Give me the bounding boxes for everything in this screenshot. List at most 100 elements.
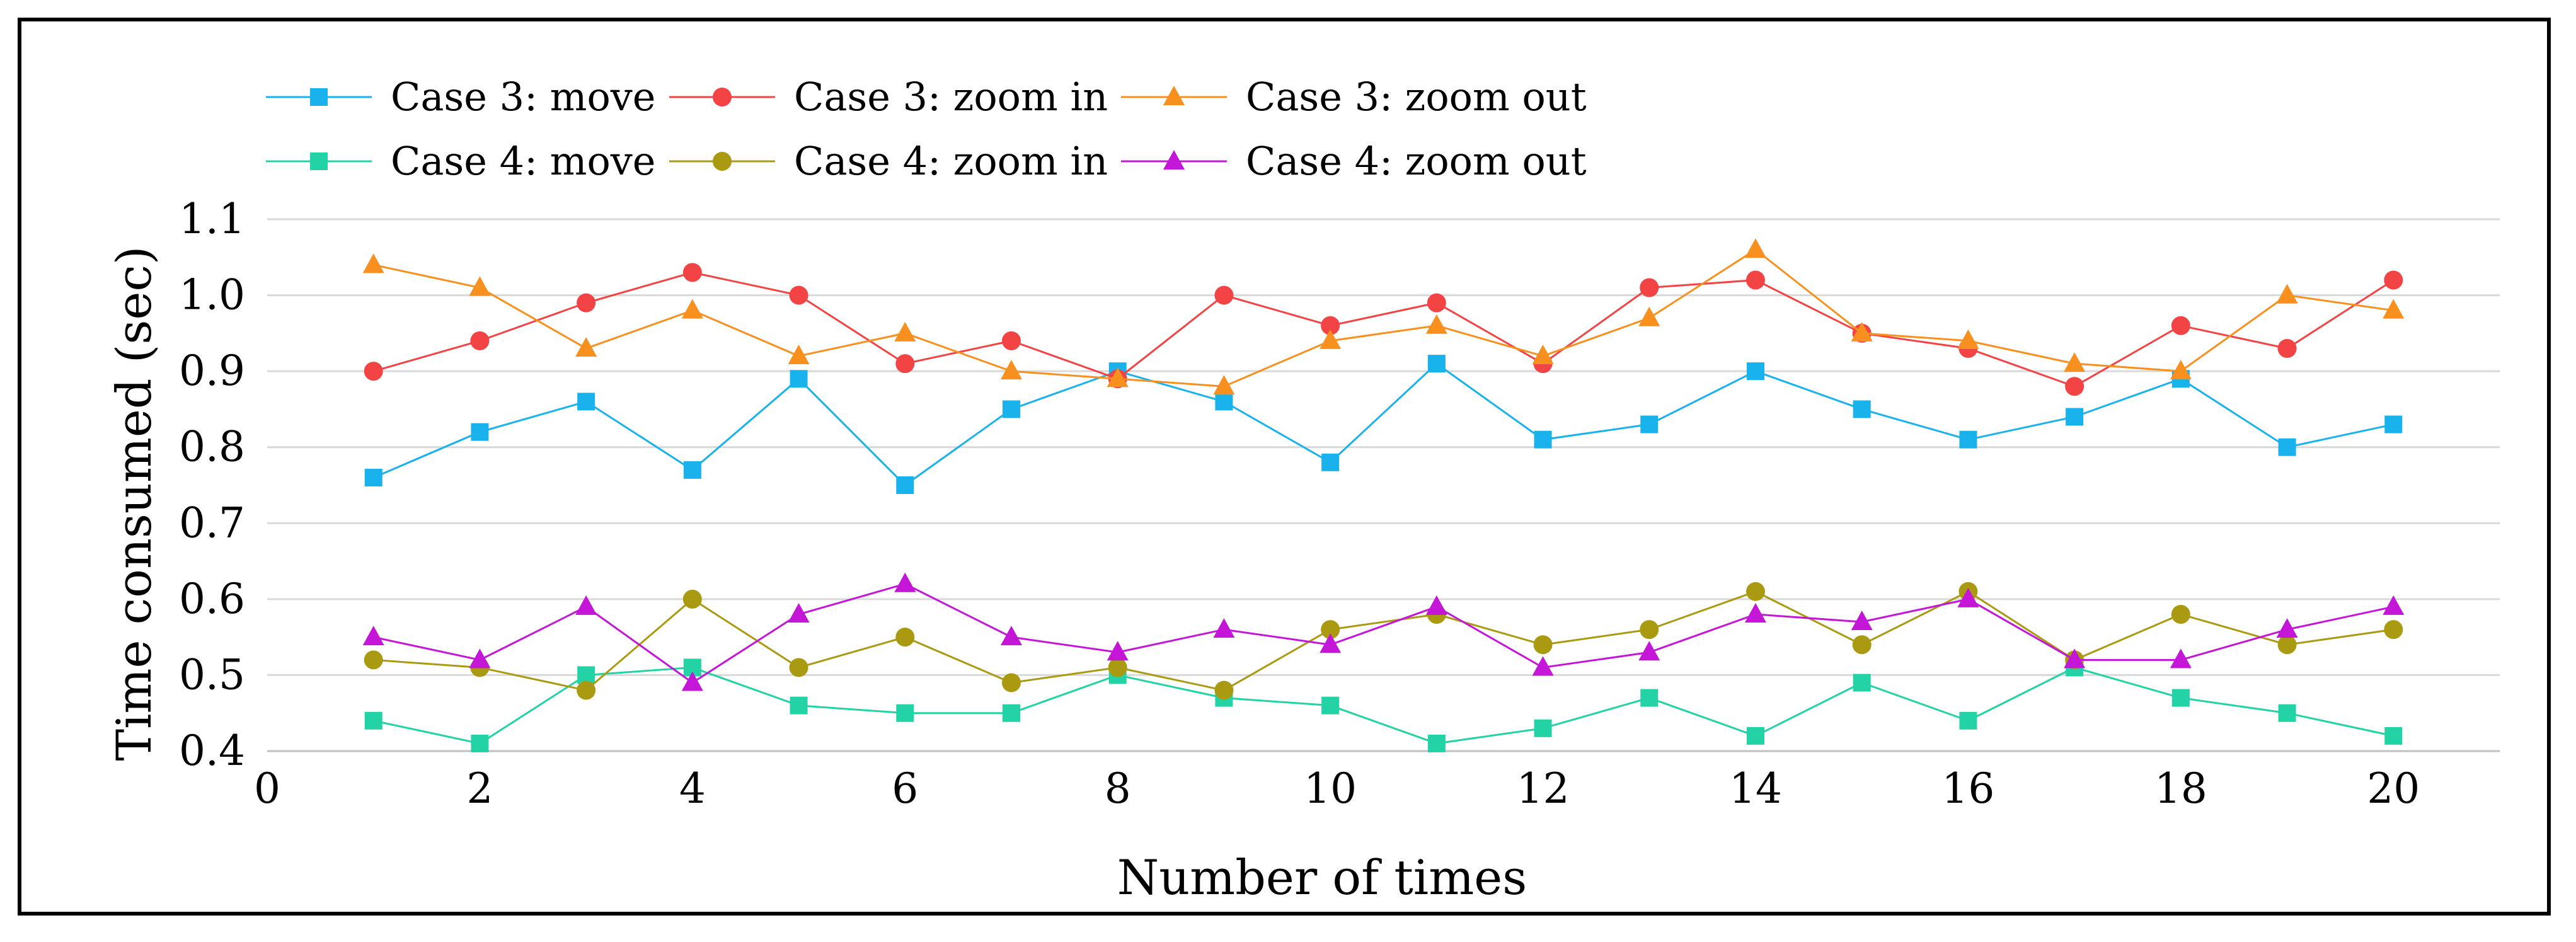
legend-label: Case 3: zoom out: [1246, 74, 1587, 120]
legend-label: Case 3: zoom in: [794, 74, 1108, 120]
series-line: [373, 271, 2395, 388]
data-point: [1213, 375, 1235, 395]
data-point: [1747, 362, 1764, 381]
y-tick-label: 0.7: [179, 498, 245, 547]
series-line: [373, 590, 2394, 692]
data-point: [1532, 345, 1554, 365]
data-point: [577, 681, 596, 700]
data-point: [1107, 641, 1129, 661]
data-point: [2170, 648, 2192, 669]
chart-frame: 0 2 4 6 8 10 12 14 16 18 20 0.4 0.5 0.6 0.7 0.8 0.9 1.0 1…: [18, 18, 2551, 916]
data-point: [1425, 595, 1447, 615]
legend: Case 3: move Case 3: zoom in Case 3: zoom …: [266, 74, 1587, 184]
data-point: [788, 602, 810, 623]
data-point: [1746, 270, 1765, 290]
x-tick-label: 16: [1941, 764, 1994, 813]
data-point: [896, 476, 914, 494]
legend-item: Case 4: move: [266, 138, 656, 184]
data-point: [2278, 438, 2296, 456]
data-point: [469, 648, 491, 669]
y-tick-label: 0.4: [179, 727, 245, 775]
data-point: [790, 696, 808, 715]
data-point: [788, 345, 810, 365]
series-group: [362, 238, 2405, 752]
data-point: [1427, 293, 1446, 313]
data-point: [2171, 316, 2190, 335]
data-point: [362, 626, 384, 646]
y-tick-label: 0.6: [179, 575, 245, 623]
data-point: [2276, 284, 2298, 304]
y-axis: 0.4 0.5 0.6 0.7 0.8 0.9 1.0 1.1: [179, 195, 245, 775]
x-tick-label: 12: [1517, 764, 1570, 813]
x-tick-label: 10: [1304, 764, 1357, 813]
data-point: [577, 393, 595, 411]
data-point: [1003, 704, 1020, 722]
data-point: [2171, 604, 2190, 624]
data-point: [1534, 430, 1552, 449]
series-4: [364, 658, 2403, 752]
x-tick-label: 6: [892, 764, 918, 813]
data-point: [894, 572, 916, 592]
y-tick-label: 0.9: [179, 347, 245, 395]
data-point: [2276, 618, 2298, 638]
legend-label: Case 4: move: [391, 138, 656, 184]
legend-marker: [1163, 86, 1185, 105]
data-point: [1747, 727, 1764, 745]
x-tick-label: 0: [254, 764, 280, 813]
data-point: [1320, 633, 1342, 653]
x-tick-label: 18: [2154, 764, 2207, 813]
data-point: [683, 461, 701, 479]
legend-marker: [1163, 150, 1185, 169]
data-point: [2064, 648, 2086, 669]
data-point: [364, 468, 382, 486]
data-point: [895, 354, 915, 374]
legend-label: Case 3: move: [391, 74, 656, 120]
data-point: [1957, 329, 1979, 349]
series-3: [362, 238, 2405, 395]
legend-label: Case 4: zoom out: [1246, 138, 1587, 184]
y-tick-label: 0.5: [179, 650, 245, 699]
data-point: [1852, 635, 1872, 655]
data-point: [575, 595, 597, 615]
data-point: [894, 321, 916, 342]
data-point: [471, 423, 489, 441]
y-tick-label: 1.0: [179, 271, 245, 319]
data-point: [1851, 321, 1873, 342]
data-point: [1640, 278, 1659, 297]
data-point: [1745, 602, 1766, 623]
data-point: [2065, 377, 2084, 396]
data-point: [1427, 355, 1446, 373]
data-point: [2384, 270, 2403, 290]
data-point: [1959, 711, 1977, 730]
gridlines: [267, 218, 2500, 752]
data-point: [1001, 626, 1022, 646]
y-axis-title: Time consumed (sec): [106, 246, 162, 761]
data-point: [364, 650, 383, 670]
data-point: [1321, 316, 1340, 335]
x-axis-title: Number of times: [1117, 849, 1527, 905]
legend-item: Case 4: zoom in: [669, 138, 1108, 184]
data-point: [1215, 393, 1233, 411]
data-point: [1534, 719, 1552, 737]
legend-marker: [713, 88, 732, 106]
legend-item: Case 3: move: [266, 74, 656, 120]
data-point: [1213, 618, 1235, 638]
data-point: [1640, 620, 1659, 640]
legend-item: Case 3: zoom out: [1121, 74, 1587, 120]
data-point: [1532, 656, 1554, 676]
data-point: [2277, 338, 2297, 358]
data-point: [1851, 611, 1873, 631]
data-point: [470, 331, 490, 350]
data-point: [1638, 306, 1660, 326]
series-6: [362, 572, 2405, 691]
data-point: [789, 285, 808, 305]
legend-label: Case 4: zoom in: [794, 138, 1108, 184]
data-point: [2383, 299, 2405, 319]
data-point: [577, 293, 596, 313]
data-point: [1853, 400, 1871, 418]
data-point: [895, 628, 915, 647]
data-point: [1214, 681, 1234, 700]
data-point: [1321, 696, 1340, 715]
data-point: [2064, 352, 2086, 372]
data-point: [1321, 620, 1340, 640]
